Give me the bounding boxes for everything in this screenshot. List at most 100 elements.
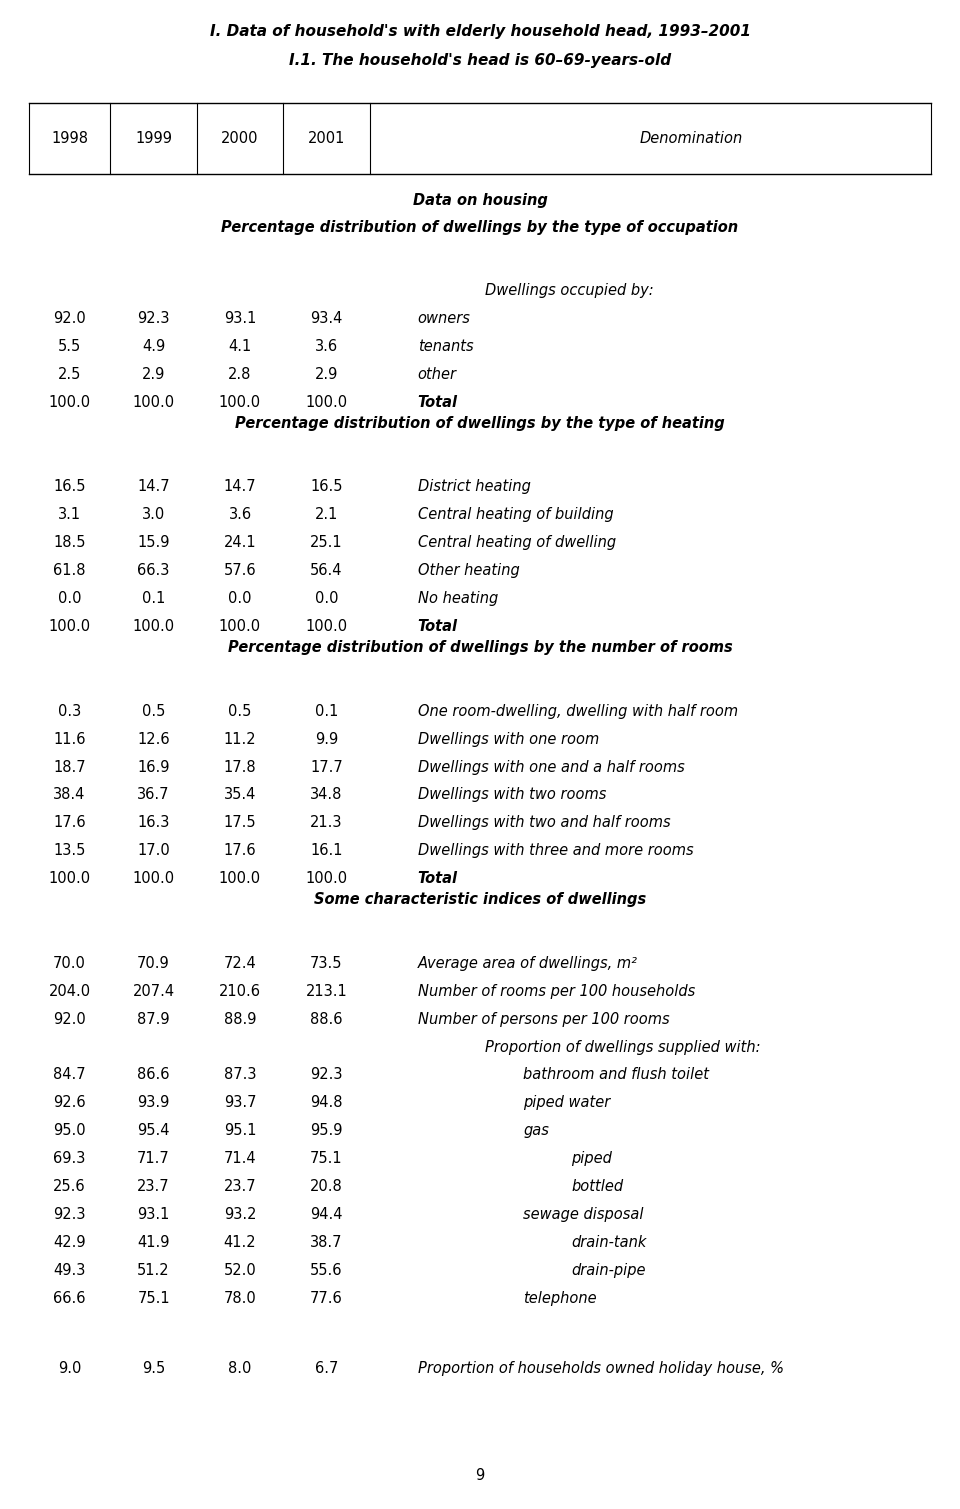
Text: Dwellings with two rooms: Dwellings with two rooms (418, 788, 606, 803)
Text: bathroom and flush toilet: bathroom and flush toilet (523, 1067, 709, 1082)
Text: 23.7: 23.7 (224, 1179, 256, 1194)
Text: 100.0: 100.0 (132, 871, 175, 886)
Text: One room-dwelling, dwelling with half room: One room-dwelling, dwelling with half ro… (418, 703, 737, 718)
Text: 100.0: 100.0 (49, 395, 90, 410)
Text: 94.8: 94.8 (310, 1096, 343, 1111)
Text: Dwellings occupied by:: Dwellings occupied by: (485, 284, 654, 299)
Text: 100.0: 100.0 (132, 395, 175, 410)
Text: 95.0: 95.0 (54, 1123, 85, 1138)
Text: 24.1: 24.1 (224, 536, 256, 551)
Text: 1999: 1999 (135, 131, 172, 145)
Text: 88.6: 88.6 (310, 1011, 343, 1026)
Text: 2.5: 2.5 (58, 367, 82, 382)
Text: 2.1: 2.1 (315, 507, 338, 522)
Text: I.1. The household's head is 60–69-years-old: I.1. The household's head is 60–69-years… (289, 53, 671, 68)
Text: 4.9: 4.9 (142, 340, 165, 355)
Text: tenants: tenants (418, 340, 473, 355)
Text: 38.4: 38.4 (54, 788, 85, 803)
Text: 8.0: 8.0 (228, 1361, 252, 1376)
Text: 75.1: 75.1 (310, 1151, 343, 1166)
Text: 41.9: 41.9 (137, 1234, 170, 1249)
Text: 56.4: 56.4 (310, 563, 343, 578)
Text: 6.7: 6.7 (315, 1361, 338, 1376)
Text: 9: 9 (475, 1468, 485, 1483)
Text: 94.4: 94.4 (310, 1207, 343, 1222)
Text: 12.6: 12.6 (137, 732, 170, 747)
Text: 42.9: 42.9 (54, 1234, 85, 1249)
Text: Percentage distribution of dwellings by the type of heating: Percentage distribution of dwellings by … (235, 416, 725, 432)
Text: 100.0: 100.0 (49, 619, 90, 634)
Text: Proportion of households owned holiday house, %: Proportion of households owned holiday h… (418, 1361, 783, 1376)
Text: 2001: 2001 (308, 131, 345, 145)
Text: 72.4: 72.4 (224, 955, 256, 970)
Text: 13.5: 13.5 (54, 844, 85, 859)
Text: 0.0: 0.0 (58, 592, 82, 607)
Text: 88.9: 88.9 (224, 1011, 256, 1026)
Text: 100.0: 100.0 (305, 871, 348, 886)
Text: 2000: 2000 (221, 131, 259, 145)
Text: 36.7: 36.7 (137, 788, 170, 803)
Text: 15.9: 15.9 (137, 536, 170, 551)
Text: 57.6: 57.6 (224, 563, 256, 578)
Text: telephone: telephone (523, 1290, 597, 1305)
Text: 77.6: 77.6 (310, 1290, 343, 1305)
Text: 51.2: 51.2 (137, 1263, 170, 1278)
Text: 23.7: 23.7 (137, 1179, 170, 1194)
Text: 213.1: 213.1 (305, 984, 348, 999)
Text: Dwellings with one and a half rooms: Dwellings with one and a half rooms (418, 759, 684, 774)
Text: 11.6: 11.6 (54, 732, 85, 747)
Text: drain-tank: drain-tank (571, 1234, 647, 1249)
Text: District heating: District heating (418, 480, 531, 495)
Text: 92.6: 92.6 (54, 1096, 85, 1111)
Text: bottled: bottled (571, 1179, 623, 1194)
Text: 34.8: 34.8 (310, 788, 343, 803)
Text: No heating: No heating (418, 592, 498, 607)
Text: I. Data of household's with elderly household head, 1993–2001: I. Data of household's with elderly hous… (209, 24, 751, 39)
Text: 100.0: 100.0 (305, 619, 348, 634)
Text: 204.0: 204.0 (49, 984, 90, 999)
Text: 17.7: 17.7 (310, 759, 343, 774)
Text: 9.9: 9.9 (315, 732, 338, 747)
Text: 25.6: 25.6 (54, 1179, 85, 1194)
Text: 78.0: 78.0 (224, 1290, 256, 1305)
Text: 66.3: 66.3 (137, 563, 170, 578)
Text: 93.7: 93.7 (224, 1096, 256, 1111)
Text: 100.0: 100.0 (219, 395, 261, 410)
Text: 0.5: 0.5 (142, 703, 165, 718)
Text: 0.1: 0.1 (142, 592, 165, 607)
Text: 16.5: 16.5 (310, 480, 343, 495)
Text: 93.2: 93.2 (224, 1207, 256, 1222)
Text: 16.5: 16.5 (54, 480, 85, 495)
Text: 9.0: 9.0 (58, 1361, 82, 1376)
Text: Central heating of building: Central heating of building (418, 507, 613, 522)
Text: Number of persons per 100 rooms: Number of persons per 100 rooms (418, 1011, 669, 1026)
Text: 95.9: 95.9 (310, 1123, 343, 1138)
Text: 17.0: 17.0 (137, 844, 170, 859)
Text: Dwellings with one room: Dwellings with one room (418, 732, 599, 747)
Text: 71.4: 71.4 (224, 1151, 256, 1166)
Text: 9.5: 9.5 (142, 1361, 165, 1376)
Text: 95.1: 95.1 (224, 1123, 256, 1138)
Text: 95.4: 95.4 (137, 1123, 170, 1138)
Text: 0.3: 0.3 (58, 703, 82, 718)
Text: piped water: piped water (523, 1096, 611, 1111)
Text: 3.1: 3.1 (58, 507, 82, 522)
Text: 38.7: 38.7 (310, 1234, 343, 1249)
Text: 0.0: 0.0 (315, 592, 338, 607)
Text: 100.0: 100.0 (49, 871, 90, 886)
Text: 66.6: 66.6 (54, 1290, 85, 1305)
Text: 16.1: 16.1 (310, 844, 343, 859)
Text: 75.1: 75.1 (137, 1290, 170, 1305)
Text: Central heating of dwelling: Central heating of dwelling (418, 536, 615, 551)
Text: 2.9: 2.9 (142, 367, 165, 382)
Text: 87.3: 87.3 (224, 1067, 256, 1082)
Text: 100.0: 100.0 (219, 619, 261, 634)
Text: 49.3: 49.3 (54, 1263, 85, 1278)
Text: 210.6: 210.6 (219, 984, 261, 999)
Text: 69.3: 69.3 (54, 1151, 85, 1166)
Text: other: other (418, 367, 457, 382)
Text: 18.5: 18.5 (54, 536, 85, 551)
Text: 61.8: 61.8 (54, 563, 85, 578)
Text: Denomination: Denomination (639, 131, 743, 145)
Text: sewage disposal: sewage disposal (523, 1207, 644, 1222)
